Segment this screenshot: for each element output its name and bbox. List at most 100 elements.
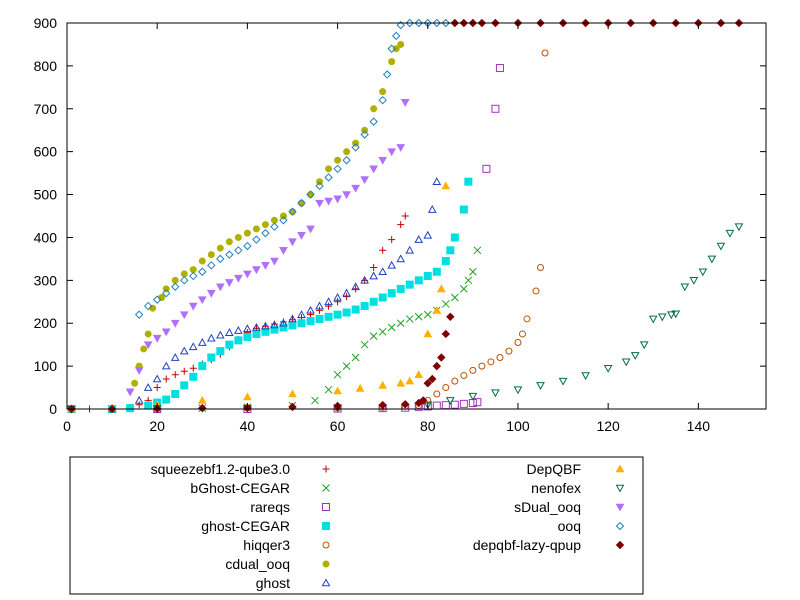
data-point bbox=[414, 312, 423, 321]
data-point bbox=[215, 330, 225, 339]
data-point bbox=[414, 276, 423, 285]
data-point bbox=[351, 143, 360, 152]
data-point bbox=[189, 364, 197, 372]
data-point bbox=[387, 260, 397, 269]
data-point bbox=[135, 401, 143, 409]
data-point bbox=[360, 302, 369, 311]
data-point bbox=[388, 236, 396, 244]
data-point bbox=[297, 319, 306, 328]
data-point bbox=[198, 403, 207, 413]
data-point bbox=[436, 284, 446, 293]
legend-label: ghost-CEGAR bbox=[201, 518, 290, 534]
data-point bbox=[158, 293, 166, 301]
data-point bbox=[396, 378, 406, 387]
legend-label: ooq bbox=[558, 518, 581, 534]
series-11 bbox=[67, 18, 744, 414]
data-point bbox=[387, 148, 397, 157]
data-point bbox=[171, 389, 180, 398]
data-point bbox=[225, 250, 234, 259]
y-tick-label: 900 bbox=[34, 15, 58, 31]
data-point bbox=[180, 367, 188, 375]
y-tick-label: 800 bbox=[34, 58, 58, 74]
data-point bbox=[361, 126, 369, 134]
data-point bbox=[491, 104, 500, 113]
data-point bbox=[518, 330, 526, 338]
data-point bbox=[342, 362, 351, 370]
data-point bbox=[324, 173, 333, 182]
data-point bbox=[324, 312, 333, 321]
data-point bbox=[442, 384, 450, 392]
legend: squeezebf1.2-qube3.0 bGhost-CEGAR rareqs gh… bbox=[69, 456, 644, 595]
data-point bbox=[153, 384, 161, 392]
data-point bbox=[441, 329, 451, 339]
data-point bbox=[207, 353, 216, 362]
data-point bbox=[333, 292, 342, 301]
data-point bbox=[689, 277, 699, 285]
data-point bbox=[261, 327, 270, 336]
x-tick-label: 0 bbox=[63, 418, 71, 434]
data-point bbox=[243, 270, 252, 279]
data-point bbox=[261, 321, 270, 330]
data-point bbox=[279, 318, 288, 327]
data-point bbox=[441, 257, 450, 266]
data-point bbox=[725, 229, 735, 238]
data-point bbox=[188, 342, 198, 351]
data-point bbox=[379, 246, 387, 254]
data-point bbox=[243, 332, 252, 341]
data-point bbox=[234, 274, 243, 283]
data-point bbox=[446, 312, 455, 321]
data-point bbox=[225, 238, 233, 246]
data-point bbox=[370, 263, 378, 271]
data-point bbox=[621, 358, 631, 367]
legend-marker bbox=[322, 522, 330, 530]
data-point bbox=[478, 362, 486, 370]
data-point bbox=[131, 379, 139, 387]
data-point bbox=[469, 366, 477, 374]
legend-box bbox=[69, 456, 644, 595]
data-point bbox=[143, 383, 153, 391]
data-point bbox=[351, 305, 360, 314]
data-point bbox=[648, 315, 658, 324]
data-point bbox=[473, 398, 482, 407]
data-point bbox=[343, 148, 351, 156]
data-point bbox=[216, 347, 225, 356]
x-tick-label: 140 bbox=[687, 418, 711, 434]
data-point bbox=[324, 197, 333, 206]
data-point bbox=[162, 375, 170, 383]
data-point bbox=[198, 362, 207, 371]
data-point bbox=[698, 268, 708, 277]
data-point bbox=[396, 254, 406, 263]
data-point bbox=[198, 267, 207, 276]
data-point bbox=[388, 58, 396, 66]
data-point bbox=[143, 301, 153, 311]
plot-area bbox=[67, 18, 744, 414]
data-point bbox=[342, 308, 351, 317]
data-point bbox=[189, 266, 197, 274]
data-point bbox=[391, 31, 401, 41]
axes: 0 20 40 60 80 100 120 140 0 100 200 300 400 500 600 700… bbox=[34, 15, 767, 434]
data-point bbox=[179, 311, 189, 320]
legend-marker bbox=[615, 503, 625, 512]
data-point bbox=[171, 282, 180, 291]
data-point bbox=[334, 156, 342, 164]
data-point bbox=[125, 388, 135, 397]
data-point bbox=[378, 267, 388, 276]
x-tick-label: 80 bbox=[420, 418, 436, 434]
data-point bbox=[441, 18, 451, 28]
data-point bbox=[324, 385, 333, 394]
data-point bbox=[188, 302, 198, 311]
data-point bbox=[405, 280, 414, 289]
data-point bbox=[464, 177, 473, 186]
legend-marker bbox=[615, 484, 625, 493]
data-point bbox=[270, 257, 279, 266]
data-point bbox=[469, 267, 477, 276]
data-point bbox=[315, 301, 324, 310]
data-point bbox=[536, 382, 545, 390]
data-point bbox=[505, 347, 513, 355]
data-point bbox=[206, 289, 216, 298]
data-point bbox=[306, 305, 315, 314]
data-point bbox=[437, 353, 446, 362]
data-point bbox=[279, 212, 287, 220]
data-point bbox=[334, 298, 342, 306]
data-point bbox=[400, 99, 410, 107]
